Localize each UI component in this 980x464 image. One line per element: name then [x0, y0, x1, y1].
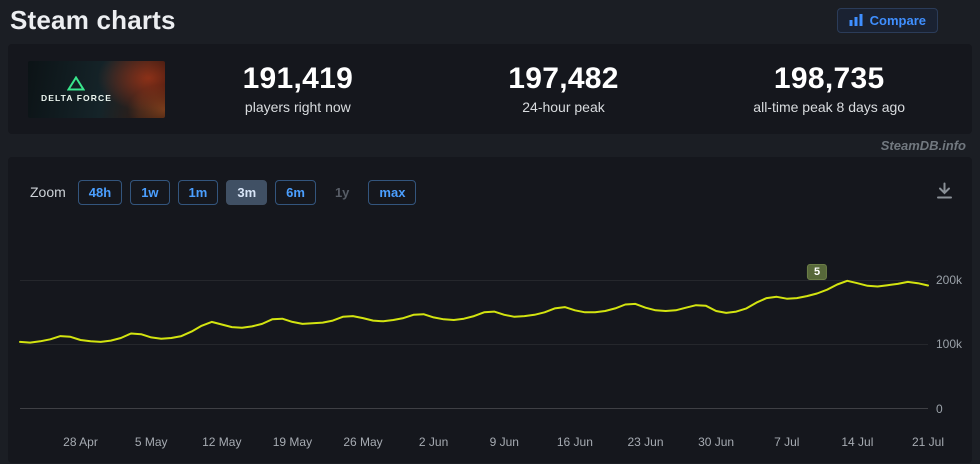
- x-axis-label-5-may: 5 May: [134, 435, 168, 449]
- chart-toolbar: Zoom 48h 1w 1m 3m 6m 1y max: [8, 157, 972, 205]
- page-title: Steam charts: [10, 4, 176, 35]
- zoom-range-6m[interactable]: 6m: [275, 179, 316, 205]
- x-axis-label-14-jul: 14 Jul: [841, 435, 874, 449]
- x-axis-label-2-jun: 2 Jun: [418, 435, 449, 449]
- x-axis-label-28-apr: 28 Apr: [63, 435, 98, 449]
- players-line-chart[interactable]: [19, 219, 929, 409]
- 24h-peak-label: 24-hour peak: [522, 98, 605, 115]
- game-name-label: DELTA FORCE: [41, 92, 112, 103]
- zoom-range-1w[interactable]: 1w: [130, 179, 170, 205]
- x-axis-line: [20, 408, 928, 409]
- zoom-range-48h[interactable]: 48h: [77, 179, 123, 205]
- alltime-peak-value: 198,735: [773, 62, 885, 96]
- zoom-range-max[interactable]: max: [368, 179, 417, 205]
- chart-panel: Zoom 48h 1w 1m 3m 6m 1y max 200k 100k 0 5 28 A…: [8, 157, 972, 463]
- download-icon: [935, 181, 954, 200]
- zoom-range-group: 48h 1w 1m 3m 6m 1y max: [77, 179, 417, 205]
- zoom-range-1y: 1y: [324, 180, 360, 205]
- zoom-range-1m[interactable]: 1m: [177, 179, 219, 205]
- y-axis-label-0: 0: [936, 402, 943, 416]
- stat-current-players: 191,419 players right now: [165, 63, 431, 115]
- delta-force-triangle-icon: [67, 75, 86, 91]
- x-axis-label-26-may: 26 May: [343, 435, 383, 449]
- x-axis-label-19-may: 19 May: [272, 435, 313, 449]
- gridline-200k: [20, 280, 928, 281]
- y-axis-label-100k: 100k: [936, 337, 963, 351]
- game-logo: DELTA FORCE: [41, 75, 112, 103]
- alltime-peak-label: all-time peak 8 days ago: [753, 98, 906, 115]
- current-players-label: players right now: [244, 98, 351, 115]
- stats-panel: DELTA FORCE 191,419 players right now 19…: [8, 44, 972, 134]
- download-button[interactable]: [933, 179, 956, 205]
- zoom-label: Zoom: [30, 184, 66, 200]
- stat-24h-peak: 197,482 24-hour peak: [431, 63, 697, 115]
- page-header: Steam charts Compare: [0, 0, 980, 44]
- steamdb-watermark: SteamDB.info: [880, 138, 966, 153]
- watermark-row: SteamDB.info: [0, 134, 980, 157]
- compare-button[interactable]: Compare: [836, 7, 938, 33]
- compare-button-label: Compare: [869, 12, 926, 28]
- x-axis-label-16-jun: 16 Jun: [556, 435, 593, 449]
- compare-icon: [849, 13, 863, 27]
- gridline-100k: [20, 344, 928, 345]
- x-axis-label-12-may: 12 May: [202, 435, 242, 449]
- current-players-value: 191,419: [242, 62, 354, 96]
- x-axis-label-7-jul: 7 Jul: [774, 435, 800, 449]
- y-axis-label-200k: 200k: [936, 273, 963, 287]
- 24h-peak-value: 197,482: [508, 62, 619, 96]
- x-axis-label-9-jun: 9 Jun: [489, 435, 519, 449]
- stat-alltime-peak: 198,735 all-time peak 8 days ago: [696, 63, 962, 115]
- zoom-range-3m[interactable]: 3m: [226, 179, 268, 205]
- game-thumbnail[interactable]: DELTA FORCE: [28, 60, 165, 118]
- event-flag-badge[interactable]: 5: [806, 264, 828, 280]
- chart-plot-area[interactable]: 200k 100k 0 5: [19, 219, 962, 416]
- x-axis-label-23-jun: 23 Jun: [627, 435, 664, 449]
- players-series-line: [19, 279, 929, 344]
- x-axis-labels: 28 Apr 5 May 12 May 19 May 26 May 2 Jun 9 Jun 1…: [20, 435, 944, 451]
- x-axis-label-30-jun: 30 Jun: [698, 435, 735, 449]
- x-axis-label-21-jul: 21 Jul: [911, 435, 945, 449]
